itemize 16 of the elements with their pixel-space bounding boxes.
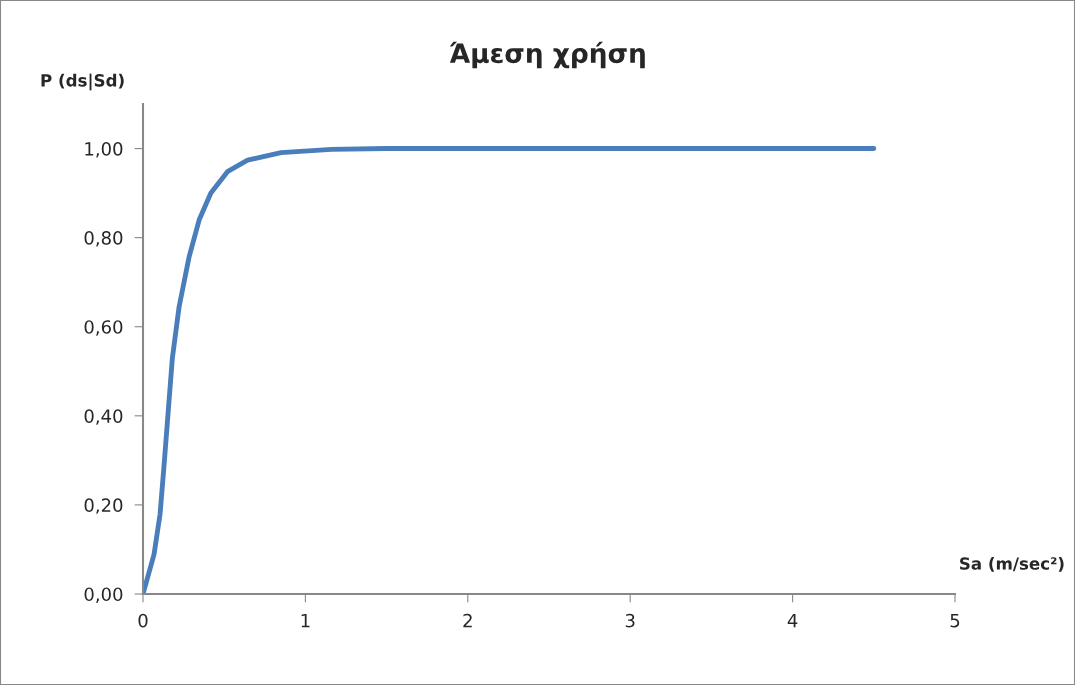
y-tick-label: 0,80 [84,231,123,247]
y-tick-label: 0,40 [84,409,123,425]
y-tick-label: 0,20 [84,498,123,514]
y-axis-title: P (ds|Sd) [41,73,124,91]
x-tick-label: 4 [787,614,798,628]
x-tick-label: 3 [625,613,635,628]
x-axis-title: Sa (m/sec²) [960,556,1064,572]
chart-title: Άμεση χρήση [449,41,645,69]
x-tick-label: 5 [950,614,960,628]
x-tick-label: 0 [138,613,148,628]
line-series [143,146,877,594]
x-tick-label: 2 [463,613,472,628]
x-tick-label: 1 [301,614,310,628]
y-tick-label: 0,60 [84,320,123,336]
y-tick-label: 1,00 [85,142,123,158]
y-tick-label: 0,00 [84,587,123,603]
